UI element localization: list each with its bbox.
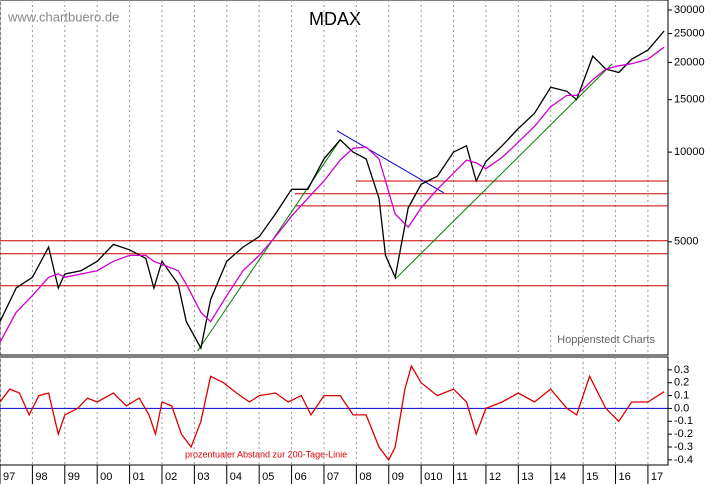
x-tick-label: 04 xyxy=(230,471,242,483)
y-tick-label: 20000 xyxy=(674,56,705,68)
y-tick-label: 15000 xyxy=(674,94,705,106)
x-tick-label: 05 xyxy=(262,471,274,483)
panel-label: prozentualer Abstand zur 200-Tage-Linie xyxy=(185,449,347,459)
series-line xyxy=(0,46,665,343)
trend-line xyxy=(394,63,613,280)
x-tick-label: 00 xyxy=(100,471,112,483)
y-tick-label: 0.3 xyxy=(674,364,689,376)
trend-line xyxy=(197,139,341,352)
y-tick-label: 0.0 xyxy=(674,402,689,414)
x-tick-label: 03 xyxy=(197,471,209,483)
y-tick-label: 10000 xyxy=(674,146,705,158)
x-tick-label: 07 xyxy=(327,471,339,483)
source: Hoppenstedt Charts xyxy=(557,334,655,346)
watermark: www.chartbuero.de xyxy=(7,9,119,24)
x-tick-label: 11 xyxy=(457,471,468,483)
x-tick-label: 97 xyxy=(3,471,15,483)
x-tick-label: 98 xyxy=(35,471,47,483)
x-tick-label: 16 xyxy=(619,471,631,483)
x-tick-label: 06 xyxy=(295,471,307,483)
x-tick-label: 01 xyxy=(133,471,145,483)
y-tick-label: -0.2 xyxy=(674,428,693,440)
x-tick-label: 010 xyxy=(424,471,442,483)
x-tick-label: 09 xyxy=(392,471,404,483)
x-tick-label: 08 xyxy=(359,471,371,483)
panel-frame xyxy=(0,0,669,356)
x-tick-label: 14 xyxy=(554,471,566,483)
y-tick-label: 5000 xyxy=(674,236,698,248)
series-line xyxy=(0,364,665,462)
y-tick-label: -0.4 xyxy=(674,454,693,466)
chart-title: MDAX xyxy=(309,9,361,29)
x-tick-label: 17 xyxy=(651,471,663,483)
x-tick-label: 99 xyxy=(68,471,80,483)
y-tick-label: -0.1 xyxy=(674,415,693,427)
x-tick-label: 12 xyxy=(489,471,501,483)
y-tick-label: -0.3 xyxy=(674,441,693,453)
y-tick-label: 25000 xyxy=(674,27,705,39)
y-tick-label: 0.1 xyxy=(674,389,689,401)
x-tick-label: 15 xyxy=(586,471,598,483)
panel-frame xyxy=(0,356,669,466)
x-tick-label: 02 xyxy=(165,471,177,483)
series-line xyxy=(0,30,665,350)
x-tick-label: 13 xyxy=(521,471,533,483)
y-tick-label: 0.2 xyxy=(674,377,689,389)
trend-line xyxy=(336,130,445,194)
y-tick-label: 30000 xyxy=(674,4,705,16)
